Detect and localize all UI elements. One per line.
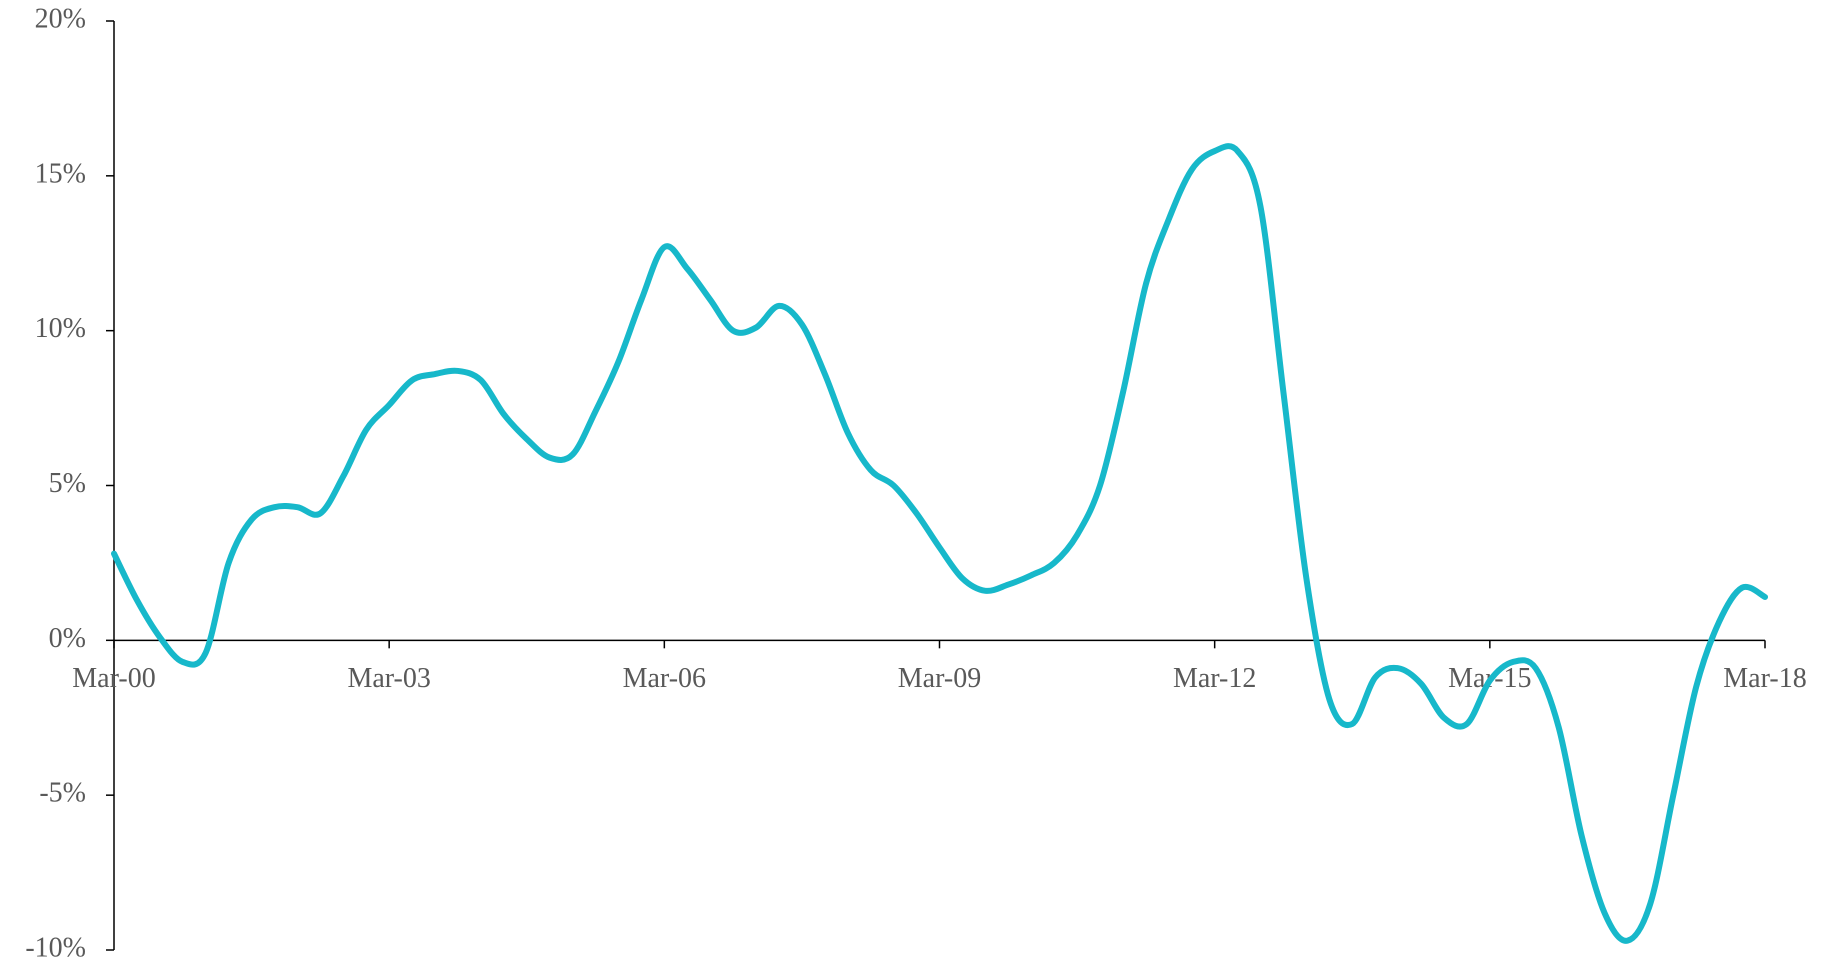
- y-tick-label: 0%: [49, 623, 86, 654]
- x-tick-label: Mar-12: [1173, 663, 1256, 694]
- x-tick-label: Mar-06: [623, 663, 706, 694]
- y-tick-label: 5%: [49, 468, 86, 499]
- y-tick-label: 20%: [35, 3, 86, 34]
- x-tick-label: Mar-03: [347, 663, 430, 694]
- series-line: [111, 143, 1768, 944]
- y-tick-label: 15%: [35, 158, 86, 189]
- x-tick-label: Mar-09: [898, 663, 981, 694]
- x-tick-label: Mar-00: [72, 663, 155, 694]
- y-tick-label: -5%: [39, 778, 86, 809]
- y-tick-label: 10%: [35, 313, 86, 344]
- y-tick-label: -10%: [25, 932, 86, 961]
- x-tick-label: Mar-18: [1723, 663, 1806, 694]
